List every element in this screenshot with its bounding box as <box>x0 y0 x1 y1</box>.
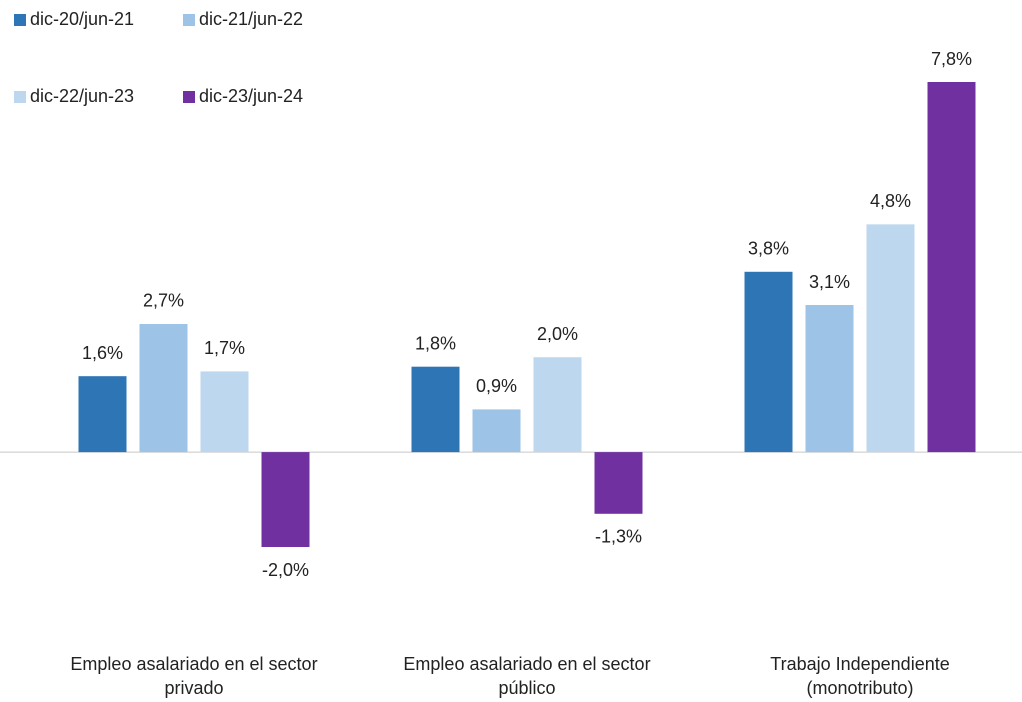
data-label: 2,0% <box>537 324 578 344</box>
bar <box>411 366 460 453</box>
bar <box>594 452 643 514</box>
data-label: 7,8% <box>931 49 972 69</box>
data-label: 1,7% <box>204 338 245 358</box>
data-label: 1,6% <box>82 343 123 363</box>
bar <box>472 409 521 453</box>
category-label: Trabajo Independiente (monotributo) <box>770 654 950 698</box>
bar <box>200 371 249 453</box>
legend-label: dic-20/jun-21 <box>30 9 134 29</box>
data-label: 3,8% <box>748 239 789 259</box>
bar <box>744 271 793 453</box>
category-label: Empleo asalariado en el sector privado <box>70 654 318 698</box>
bar <box>139 323 188 453</box>
legend-swatch <box>14 14 26 26</box>
legend-swatch <box>14 91 26 103</box>
data-label: 4,8% <box>870 191 911 211</box>
bar <box>78 376 127 453</box>
bar <box>533 357 582 453</box>
bar <box>866 224 915 453</box>
data-label: -1,3% <box>595 527 642 547</box>
data-label: 1,8% <box>415 333 456 353</box>
legend-label: dic-21/jun-22 <box>199 9 303 29</box>
data-label: 0,9% <box>476 376 517 396</box>
category-label: Empleo asalariado en el sector público <box>403 654 651 698</box>
legend-label: dic-23/jun-24 <box>199 86 303 106</box>
data-label: -2,0% <box>262 560 309 580</box>
bar <box>805 305 854 453</box>
data-label: 2,7% <box>143 291 184 311</box>
bar <box>261 452 310 547</box>
bar <box>927 82 976 453</box>
legend-swatch <box>183 14 195 26</box>
legend-swatch <box>183 91 195 103</box>
legend-label: dic-22/jun-23 <box>30 86 134 106</box>
data-label: 3,1% <box>809 272 850 292</box>
